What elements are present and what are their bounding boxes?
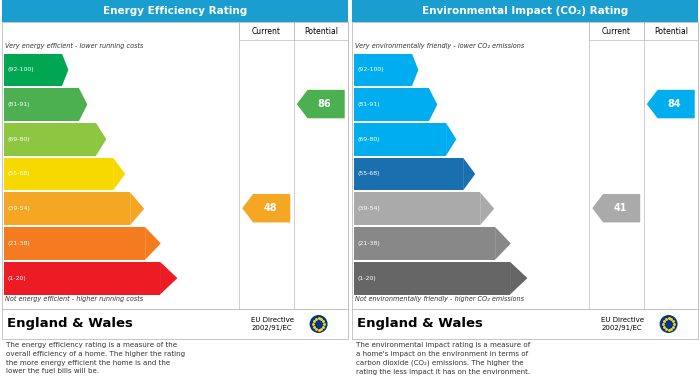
Bar [354, 123, 446, 156]
Polygon shape [62, 54, 69, 86]
Bar [4, 192, 130, 225]
Polygon shape [96, 123, 106, 156]
Text: (81-91): (81-91) [357, 102, 379, 107]
Polygon shape [647, 90, 694, 118]
Text: B: B [438, 100, 447, 109]
Text: C: C [457, 134, 466, 144]
Bar [2, 309, 348, 339]
Text: A: A [419, 65, 428, 75]
Bar [293, 22, 348, 40]
Polygon shape [592, 194, 640, 222]
Text: (69-80): (69-80) [357, 137, 379, 142]
Text: EU Directive
2002/91/EC: EU Directive 2002/91/EC [601, 317, 644, 331]
Polygon shape [510, 262, 527, 294]
Bar [4, 54, 62, 86]
Text: 41: 41 [613, 203, 626, 213]
Text: (21-38): (21-38) [7, 241, 29, 246]
Bar [352, 0, 698, 22]
Bar [354, 54, 412, 86]
Text: England & Wales: England & Wales [357, 317, 483, 330]
Text: F: F [162, 239, 169, 248]
Text: E: E [495, 204, 503, 214]
Polygon shape [160, 262, 177, 294]
Text: The environmental impact rating is a measure of
a home's impact on the environme: The environmental impact rating is a mea… [356, 342, 531, 375]
Polygon shape [495, 227, 511, 260]
Bar [4, 88, 79, 121]
Text: (69-80): (69-80) [7, 137, 29, 142]
Text: (81-91): (81-91) [7, 102, 29, 107]
Polygon shape [429, 88, 438, 121]
Text: (39-54): (39-54) [357, 206, 380, 211]
Text: Potential: Potential [654, 27, 688, 36]
Text: G: G [178, 273, 188, 283]
Bar [352, 309, 698, 339]
Bar [354, 262, 510, 294]
Bar [2, 22, 348, 309]
Text: Potential: Potential [304, 27, 338, 36]
Polygon shape [242, 194, 290, 222]
Polygon shape [145, 227, 161, 260]
Text: Very environmentally friendly - lower CO₂ emissions: Very environmentally friendly - lower CO… [355, 43, 524, 49]
Text: (92-100): (92-100) [7, 67, 34, 72]
Text: (1-20): (1-20) [7, 276, 26, 281]
Bar [354, 227, 495, 260]
Polygon shape [412, 54, 419, 86]
Bar [354, 88, 429, 121]
Polygon shape [297, 90, 344, 118]
Text: (55-68): (55-68) [7, 172, 29, 176]
Text: C: C [107, 134, 116, 144]
Polygon shape [480, 192, 494, 225]
Text: E: E [145, 204, 153, 214]
Text: Current: Current [602, 27, 631, 36]
Text: 48: 48 [263, 203, 277, 213]
Text: The energy efficiency rating is a measure of the
overall efficiency of a home. T: The energy efficiency rating is a measur… [6, 342, 185, 374]
Text: Environmental Impact (CO₂) Rating: Environmental Impact (CO₂) Rating [422, 6, 628, 16]
Circle shape [309, 315, 328, 333]
Text: 84: 84 [668, 99, 681, 109]
Text: 86: 86 [318, 99, 331, 109]
Text: Very energy efficient - lower running costs: Very energy efficient - lower running co… [5, 43, 144, 49]
Text: England & Wales: England & Wales [7, 317, 133, 330]
Bar [2, 0, 348, 22]
Polygon shape [130, 192, 144, 225]
Text: G: G [528, 273, 538, 283]
Text: Not energy efficient - higher running costs: Not energy efficient - higher running co… [5, 296, 143, 302]
Bar [354, 192, 480, 225]
Text: F: F [512, 239, 519, 248]
Text: A: A [69, 65, 78, 75]
Polygon shape [79, 88, 88, 121]
Bar [4, 227, 145, 260]
Polygon shape [446, 123, 456, 156]
Text: Not environmentally friendly - higher CO₂ emissions: Not environmentally friendly - higher CO… [355, 296, 524, 302]
Circle shape [659, 315, 678, 333]
Bar [239, 22, 293, 40]
Text: D: D [476, 169, 486, 179]
Bar [589, 22, 643, 40]
Text: (21-38): (21-38) [357, 241, 379, 246]
Bar [4, 262, 160, 294]
Polygon shape [463, 158, 475, 190]
Text: D: D [126, 169, 136, 179]
Text: (92-100): (92-100) [357, 67, 384, 72]
Bar [352, 22, 698, 309]
Text: EU Directive
2002/91/EC: EU Directive 2002/91/EC [251, 317, 294, 331]
Bar [354, 158, 463, 190]
Bar [4, 158, 113, 190]
Text: Energy Efficiency Rating: Energy Efficiency Rating [103, 6, 247, 16]
Bar [643, 22, 698, 40]
Text: (1-20): (1-20) [357, 276, 376, 281]
Text: (55-68): (55-68) [357, 172, 379, 176]
Polygon shape [113, 158, 125, 190]
Text: Current: Current [252, 27, 281, 36]
Bar [4, 123, 96, 156]
Text: B: B [88, 100, 97, 109]
Text: (39-54): (39-54) [7, 206, 30, 211]
